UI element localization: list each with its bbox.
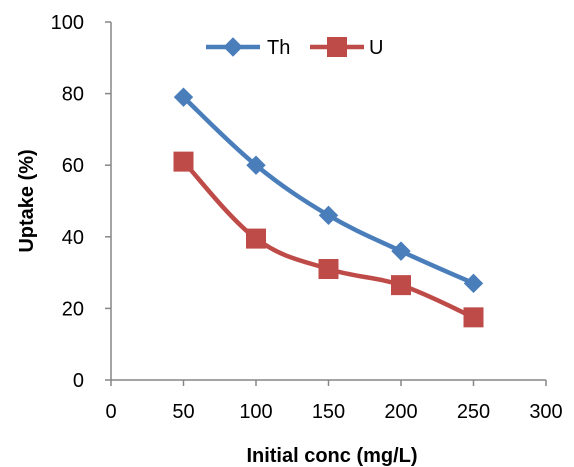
- x-tick-label: 200: [384, 401, 417, 423]
- data-point-th: [463, 273, 484, 294]
- y-axis-ticks: 0 20 40 60 80 100: [51, 12, 111, 392]
- legend-label-th: Th: [267, 37, 290, 59]
- y-tick-label: 80: [62, 84, 84, 106]
- data-point-u: [391, 275, 411, 296]
- series-line-th: [181, 94, 476, 286]
- legend: Th U: [206, 37, 383, 59]
- y-tick-label: 20: [62, 298, 84, 320]
- x-tick-label: 0: [105, 401, 116, 423]
- series-th: [173, 87, 484, 294]
- data-point-u: [173, 151, 194, 172]
- data-point-th: [318, 205, 339, 226]
- x-tick-label: 100: [239, 401, 272, 423]
- y-tick-label: 40: [62, 227, 84, 249]
- x-tick-label: 250: [457, 401, 490, 423]
- data-point-u: [246, 228, 266, 249]
- legend-marker-u: [327, 37, 347, 57]
- data-point-u: [318, 259, 339, 280]
- legend-label-u: U: [369, 37, 383, 59]
- y-tick-label: 0: [73, 370, 84, 392]
- x-tick-label: 300: [529, 401, 562, 423]
- series-layer: [173, 87, 484, 328]
- y-tick-label: 60: [62, 155, 84, 177]
- x-tick-label: 150: [312, 401, 345, 423]
- data-point-th: [246, 155, 266, 175]
- y-axis-title: Uptake (%): [16, 149, 38, 252]
- x-axis-title: Initial conc (mg/L): [246, 445, 417, 467]
- data-point-th: [173, 87, 194, 107]
- legend-marker-th: [223, 37, 243, 57]
- data-point-u: [463, 307, 484, 328]
- series-u: [173, 151, 484, 328]
- y-tick-label: 100: [51, 12, 84, 34]
- series-line-u: [181, 159, 476, 320]
- x-tick-label: 50: [172, 401, 194, 423]
- x-axis-ticks: 0 50 100 150 200 250 300: [105, 380, 563, 423]
- data-point-th: [391, 241, 411, 261]
- legend-item-th: Th: [206, 37, 290, 59]
- legend-item-u: U: [310, 37, 383, 59]
